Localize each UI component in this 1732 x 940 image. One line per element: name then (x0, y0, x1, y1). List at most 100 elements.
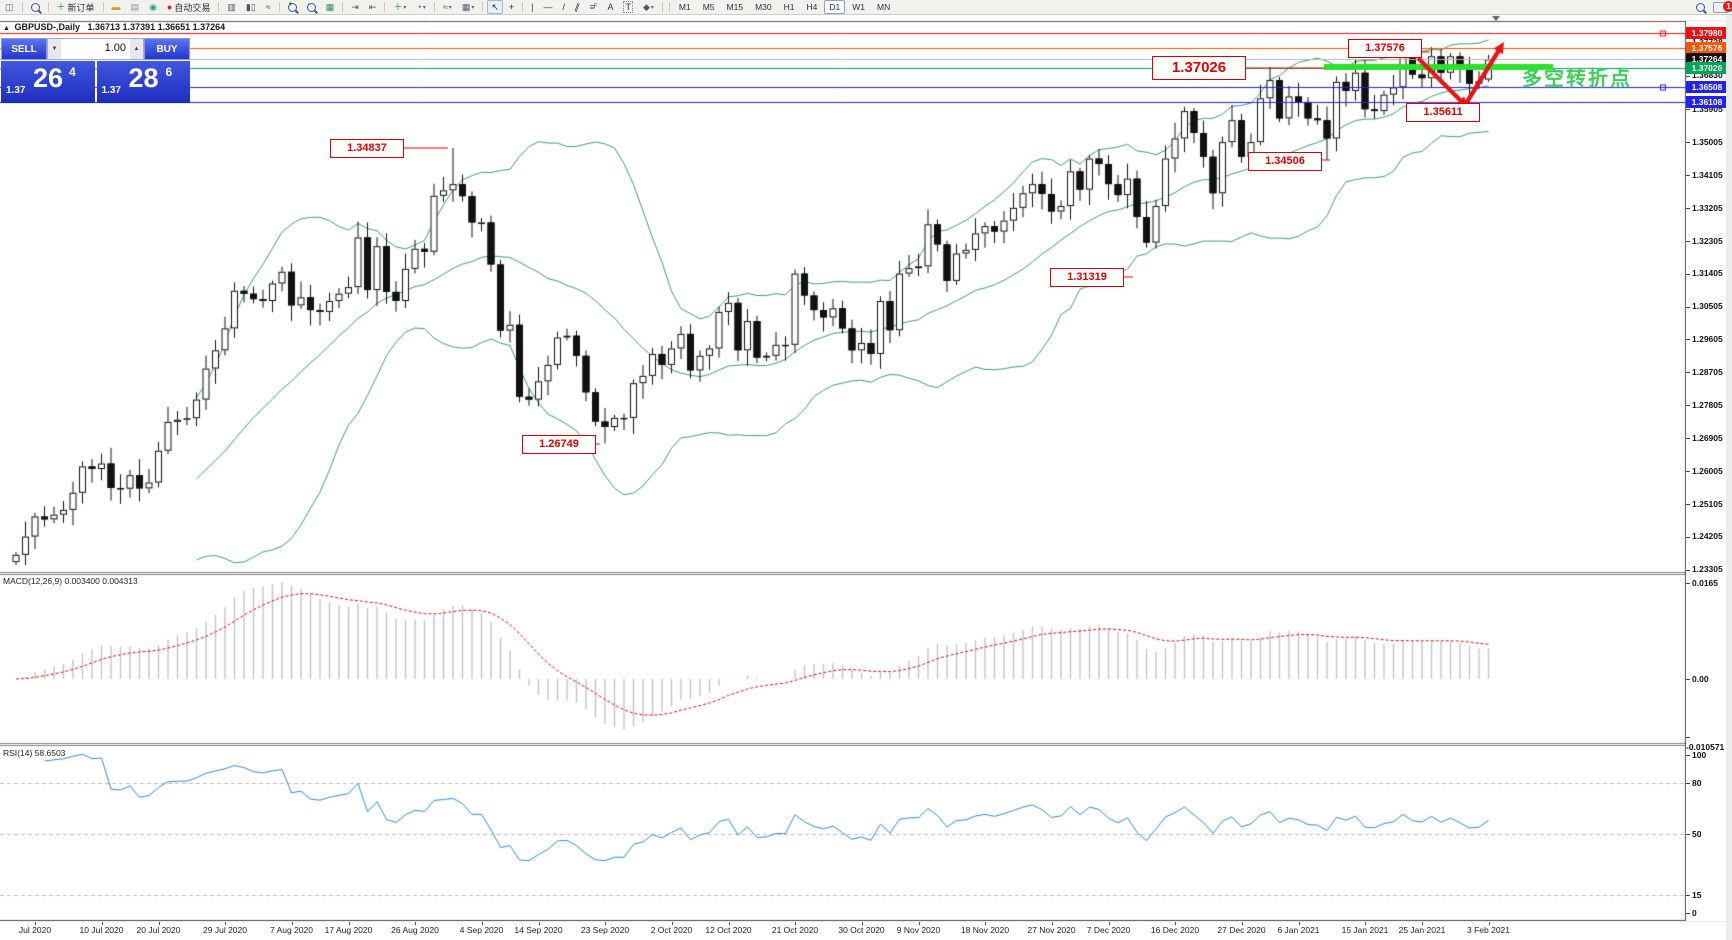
price-note-1.34506[interactable]: 1.34506 (1248, 152, 1322, 171)
buy-button[interactable]: BUY (144, 38, 190, 60)
volume-input[interactable]: 1.00 (104, 42, 126, 54)
tile-windows-icon[interactable]: ▦ (322, 0, 339, 14)
time-tick (671, 922, 673, 925)
candle-chart-icon[interactable]: ▮▯ (242, 0, 260, 14)
time-tick (1108, 922, 1110, 925)
indicator-list-icon[interactable]: ≈ ▾ (439, 0, 456, 14)
chinese-note[interactable]: 多空转折点 (1522, 68, 1632, 90)
rsi-scale-tick: 50 (1686, 829, 1726, 839)
zoom-in-icon[interactable]: + (284, 0, 301, 14)
fibonacci-icon[interactable]: ≡ F (589, 2, 598, 12)
sell-price-prefix: 1.37 (6, 85, 26, 96)
date-label: 15 Jan 2021 (1341, 925, 1389, 935)
channel-icon[interactable]: ∥ (571, 0, 584, 14)
date-label: 27 Dec 2020 (1217, 925, 1266, 935)
timeframe-h1-button[interactable]: H1 (783, 2, 795, 12)
price-tick: 1.27805 (1686, 400, 1726, 410)
crosshair-icon[interactable]: + (505, 0, 518, 14)
timeframe-d1-button[interactable]: D1 (824, 0, 846, 14)
date-label: 9 Nov 2020 (896, 925, 941, 935)
date-label: 7 Dec 2020 (1086, 925, 1131, 935)
bar-chart-icon[interactable]: ▥ (223, 0, 240, 14)
sell-price-sup: 4 (69, 65, 76, 79)
autotrading-button[interactable]: ● 自动交易 (163, 0, 214, 14)
toolbar-separator (218, 2, 220, 12)
support-line-2-label: 1.36108 (1686, 95, 1728, 108)
price-note-1.26749[interactable]: 1.26749 (522, 435, 596, 454)
label-icon[interactable]: T (619, 0, 637, 14)
timeframe-m5-button[interactable]: M5 (702, 2, 715, 12)
autotrading-button: ● (166, 2, 173, 12)
time-tick (225, 922, 226, 925)
shapes-icon[interactable]: ◆ ▾ (639, 0, 658, 14)
time-axis[interactable]: Jul 2020 10 Jul 2020 20 Jul 2020 29 Jul 202… (0, 922, 1726, 940)
price-note-1.37026[interactable]: 1.37026 (1152, 56, 1246, 80)
templates-icon[interactable]: ▦ ▾ (458, 0, 479, 14)
volume-increase-button[interactable]: ▲ (130, 39, 143, 59)
text-icon[interactable]: A (603, 0, 617, 14)
date-label: 12 Oct 2020 (705, 925, 752, 935)
period-icon[interactable]: ◔ ▾ (412, 0, 429, 14)
chart-shift-icon[interactable]: ⇤ (365, 0, 381, 14)
timeframe-m15-button[interactable]: M15 (726, 2, 744, 12)
rsi-scale-tick: 15 (1686, 890, 1726, 900)
trendline-icon: / (562, 2, 566, 12)
trendline-icon[interactable]: / (559, 0, 570, 14)
date-label: 14 Sep 2020 (514, 925, 563, 935)
timeframe-m1-button[interactable]: M1 (678, 2, 691, 12)
price-note-1.37576[interactable]: 1.37576 (1348, 39, 1422, 58)
add-indicator-icon: ＋ (393, 2, 403, 12)
profile-glass (30, 2, 40, 12)
date-label: 4 Sep 2020 (459, 925, 504, 935)
dropdown-caret-icon: ▾ (471, 4, 475, 11)
price-note-1.31319[interactable]: 1.31319 (1050, 268, 1124, 287)
date-label: 18 Nov 2020 (960, 925, 1010, 935)
time-tick (538, 922, 540, 925)
profile-icon[interactable] (27, 0, 44, 14)
zoom-out-icon[interactable]: - (303, 0, 320, 14)
buy-price-big: 28 (128, 63, 159, 93)
templates-icon: ▦ (461, 2, 471, 12)
price-note-1.34837[interactable]: 1.34837 (330, 139, 404, 158)
toolbar-separator (433, 2, 435, 12)
timeframe-mn-button[interactable]: MN (877, 2, 891, 12)
signals-icon[interactable]: ◉ (145, 0, 161, 14)
date-label: 30 Oct 2020 (838, 925, 885, 935)
line-chart-icon[interactable]: ≈ (262, 0, 275, 14)
vertical-line-icon[interactable]: | (527, 0, 537, 14)
gold-icon[interactable]: ▬ (108, 0, 125, 14)
add-indicator-icon[interactable]: ＋ ▾ (389, 0, 410, 14)
timeframe-m30-button[interactable]: M30 (755, 2, 772, 12)
price-tick: 1.26905 (1686, 433, 1726, 443)
timeframe-w1-button[interactable]: W1 (852, 2, 865, 12)
search-icon[interactable] (1696, 2, 1705, 12)
date-label: 23 Sep 2020 (580, 925, 630, 935)
price-note-1.35611[interactable]: 1.35611 (1406, 103, 1480, 122)
new-order-button[interactable]: ＋新订单 (53, 0, 99, 14)
volume-decrease-button[interactable]: ▼ (48, 39, 61, 59)
auto-scroll-icon[interactable]: ⇥ (347, 0, 363, 14)
toolbar-separator (482, 2, 484, 12)
price-tick: 1.28705 (1686, 367, 1726, 377)
time-tick (291, 922, 293, 925)
timeframe-h4-button[interactable]: H4 (806, 2, 818, 12)
new-chart-icon[interactable]: ◫ (1, 0, 18, 14)
metaeditor-icon: ▤ (130, 2, 140, 12)
price-tick: 1.30505 (1686, 301, 1726, 311)
signals-icon: ◉ (149, 2, 157, 12)
dropdown-caret-icon: ▾ (403, 4, 407, 11)
time-tick (1365, 922, 1366, 925)
sell-button[interactable]: SELL (1, 38, 47, 60)
dropdown-caret-icon: ▾ (650, 4, 654, 11)
metaeditor-icon[interactable]: ▤ (127, 0, 144, 14)
sell-price-big: 26 (33, 63, 64, 93)
price-scale[interactable]: 1.377281.368301.359051.350051.341051.332… (1686, 21, 1728, 921)
cursor-icon[interactable]: ↖ (487, 0, 503, 14)
buy-price-tile[interactable]: 1.37 28 6 (96, 61, 190, 103)
new-order-button-label: 新订单 (67, 2, 95, 13)
horizontal-line-icon[interactable]: — (540, 0, 557, 14)
notifications-icon[interactable]: 1 (1713, 0, 1732, 13)
sell-price-tile[interactable]: 1.37 26 4 (1, 61, 95, 103)
